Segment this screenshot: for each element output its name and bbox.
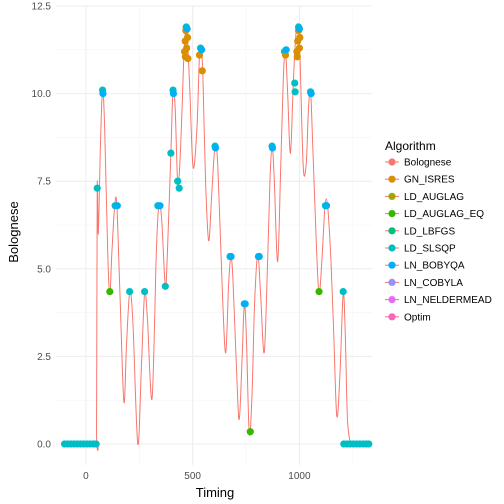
data-point-gn-isres bbox=[181, 53, 189, 61]
legend-key-optim bbox=[388, 313, 396, 321]
data-point-gn-isres bbox=[281, 51, 290, 59]
legend-label-optim: Optim bbox=[404, 312, 431, 323]
data-point-ln-bobyqa bbox=[156, 202, 164, 210]
data-point-ld-slsqp bbox=[161, 282, 169, 290]
grid-major bbox=[56, 5, 372, 465]
data-point-ld-slsqp bbox=[167, 149, 175, 157]
points-layer bbox=[60, 23, 373, 448]
legend-key-bolognese bbox=[388, 158, 396, 166]
data-point-ld-slsqp bbox=[141, 287, 149, 296]
legend-key-gn-isres bbox=[388, 175, 396, 183]
data-point-ln-bobyqa bbox=[255, 252, 263, 261]
data-point-ld-slsqp bbox=[175, 184, 183, 192]
data-point-ln-bobyqa bbox=[211, 144, 220, 152]
grid-minor bbox=[56, 6, 372, 465]
legend-label-ln-cobyla: LN_COBYLA bbox=[404, 278, 463, 289]
data-point-ld-slsqp bbox=[174, 177, 182, 185]
legend-entries: Bolognese GN_ISRES LD_AUGLAG LD_AUGLAG_EQ LD… bbox=[385, 158, 492, 323]
legend-key-ld-auglag-eq bbox=[388, 210, 396, 218]
data-point-ld-auglag-eq bbox=[315, 287, 323, 296]
data-point-ld-auglag-eq bbox=[106, 287, 114, 296]
data-point-gn-isres bbox=[295, 44, 304, 52]
data-point-ln-bobyqa bbox=[99, 89, 107, 98]
legend-title: Algorithm bbox=[385, 139, 436, 153]
y-tick-label: 5.0 bbox=[37, 264, 51, 275]
legend-label-ld-auglag-eq: LD_AUGLAG_EQ bbox=[404, 209, 484, 220]
legend-key-ld-auglag bbox=[388, 192, 396, 200]
x-tick-label: 500 bbox=[184, 471, 201, 482]
data-point-ld-slsqp bbox=[339, 287, 347, 296]
series-line-bolognese bbox=[64, 23, 352, 451]
data-point-ln-bobyqa bbox=[295, 25, 304, 33]
data-point-ld-slsqp bbox=[291, 79, 299, 87]
data-point-gn-isres bbox=[183, 33, 192, 42]
data-point-gn-isres bbox=[183, 44, 191, 52]
legend-label-gn-isres: GN_ISRES bbox=[404, 175, 455, 186]
data-point-ln-bobyqa bbox=[307, 89, 315, 98]
data-point-ld-slsqp bbox=[365, 440, 373, 448]
legend-key-ln-bobyqa bbox=[388, 261, 396, 269]
x-tick-label: 0 bbox=[83, 471, 89, 482]
legend-label-ld-slsqp: LD_SLSQP bbox=[404, 244, 456, 255]
legend-key-ld-slsqp bbox=[388, 244, 396, 252]
data-point-ld-auglag-eq bbox=[246, 428, 254, 436]
y-tick-label: 2.5 bbox=[37, 352, 51, 363]
line-layer bbox=[64, 23, 352, 451]
legend-label-ln-neldermead: LN_NELDERMEAD bbox=[404, 295, 492, 306]
legend-key-ld-lbfgs bbox=[388, 227, 396, 235]
data-point-ld-slsqp bbox=[93, 184, 101, 192]
data-point-ln-bobyqa bbox=[241, 300, 249, 308]
y-tick-label: 7.5 bbox=[37, 177, 51, 188]
data-point-ln-bobyqa bbox=[198, 46, 206, 54]
y-tick-labels: 0.0 2.5 5.0 7.5 10.0 12.5 bbox=[32, 2, 52, 451]
data-point-ld-slsqp bbox=[126, 287, 134, 296]
x-tick-labels: 0 500 1000 bbox=[83, 471, 311, 482]
y-tick-label: 12.5 bbox=[32, 2, 52, 13]
legend-label-bolognese: Bolognese bbox=[404, 158, 452, 169]
x-tick-label: 1000 bbox=[288, 471, 311, 482]
data-point-ln-bobyqa bbox=[113, 202, 121, 210]
y-tick-label: 0.0 bbox=[37, 439, 51, 450]
data-point-ln-bobyqa bbox=[183, 25, 191, 33]
data-point-gn-isres bbox=[198, 67, 206, 75]
legend-key-ln-cobyla bbox=[388, 278, 396, 286]
legend: Algorithm Bolognese GN_ISRES LD_AUGLAG LD_A… bbox=[385, 139, 492, 323]
data-point-ln-bobyqa bbox=[322, 202, 331, 210]
legend-label-ld-lbfgs: LD_LBFGS bbox=[404, 226, 455, 237]
data-point-ln-bobyqa bbox=[169, 89, 178, 98]
data-point-ld-slsqp bbox=[92, 440, 100, 448]
legend-label-ln-bobyqa: LN_BOBYQA bbox=[404, 261, 465, 272]
data-point-ln-bobyqa bbox=[227, 252, 235, 261]
x-axis-title: Timing bbox=[196, 485, 235, 500]
y-axis-title: Bolognese bbox=[6, 201, 21, 262]
y-tick-label: 10.0 bbox=[32, 89, 52, 100]
data-point-gn-isres bbox=[293, 53, 301, 61]
legend-key-ln-neldermead bbox=[388, 296, 396, 304]
data-point-gn-isres bbox=[296, 33, 304, 42]
data-point-ln-bobyqa bbox=[282, 46, 290, 54]
legend-label-ld-auglag: LD_AUGLAG bbox=[404, 192, 464, 203]
data-point-ld-slsqp bbox=[291, 88, 299, 96]
data-point-ln-bobyqa bbox=[268, 144, 277, 152]
